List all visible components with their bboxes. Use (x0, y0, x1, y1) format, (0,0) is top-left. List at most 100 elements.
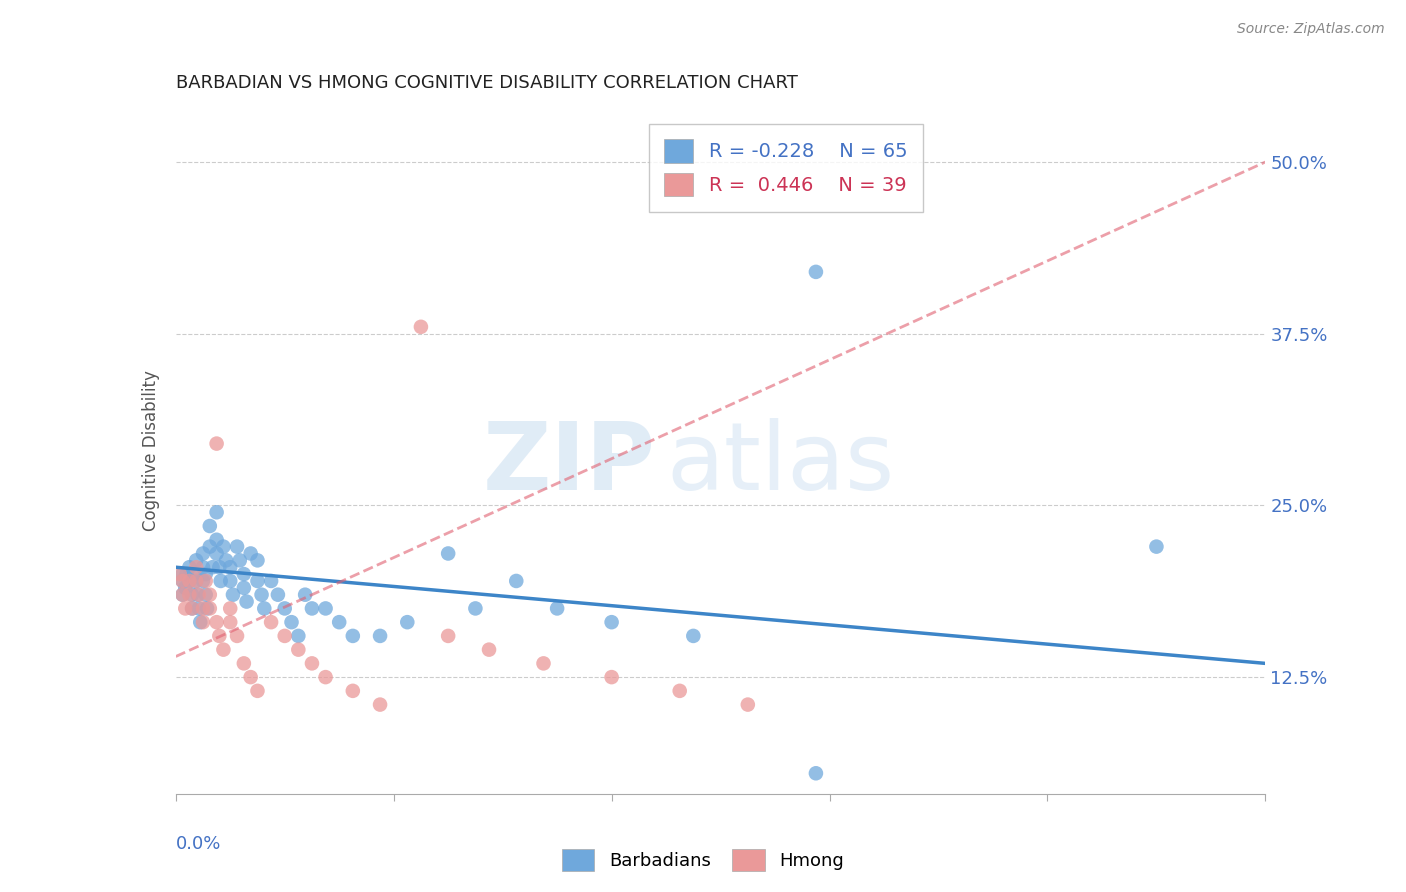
Point (437, 629, 460, 643)
Point (205, 546, 228, 561)
Point (226, 629, 249, 643)
Point (212, 642, 235, 657)
Point (600, 670, 623, 684)
Point (181, 601, 204, 615)
Point (280, 615, 302, 630)
Point (287, 642, 309, 657)
Point (186, 560, 208, 574)
Point (342, 629, 364, 643)
Point (212, 540, 235, 554)
Point (172, 567, 194, 582)
Point (201, 560, 224, 574)
Legend: Barbadians, Hmong: Barbadians, Hmong (555, 842, 851, 879)
Point (186, 574, 208, 588)
Point (219, 615, 242, 630)
Point (301, 601, 323, 615)
Point (464, 601, 486, 615)
Point (194, 588, 217, 602)
Point (226, 540, 249, 554)
Point (181, 601, 204, 615)
Point (232, 567, 254, 582)
Point (179, 574, 201, 588)
Point (205, 436, 228, 450)
Point (194, 567, 217, 582)
Point (179, 560, 201, 574)
Point (194, 574, 217, 588)
Point (600, 615, 623, 630)
Point (183, 567, 205, 582)
Point (737, 698, 759, 712)
Y-axis label: Cognitive Disability: Cognitive Disability (142, 370, 160, 531)
Point (179, 574, 201, 588)
Point (188, 615, 211, 630)
Point (409, 319, 432, 334)
Point (191, 574, 214, 588)
Point (287, 629, 309, 643)
Point (176, 567, 198, 582)
Point (169, 567, 191, 582)
Point (191, 615, 214, 630)
Point (260, 574, 283, 588)
Point (205, 505, 228, 519)
Point (179, 588, 201, 602)
Point (682, 629, 704, 643)
Point (174, 601, 197, 615)
Point (198, 588, 221, 602)
Point (222, 588, 245, 602)
Point (274, 629, 297, 643)
Point (205, 533, 228, 547)
Point (668, 683, 690, 698)
Point (301, 657, 323, 671)
Point (246, 553, 269, 567)
Legend: R = -0.228    N = 65, R =  0.446    N = 39: R = -0.228 N = 65, R = 0.446 N = 39 (648, 124, 924, 212)
Point (246, 574, 269, 588)
Point (198, 519, 221, 533)
Point (172, 588, 194, 602)
Point (191, 601, 214, 615)
Point (533, 657, 555, 671)
Point (1144, 540, 1167, 554)
Point (208, 629, 231, 643)
Point (478, 642, 501, 657)
Point (294, 588, 316, 602)
Text: Source: ZipAtlas.com: Source: ZipAtlas.com (1237, 22, 1385, 37)
Point (187, 588, 209, 602)
Point (172, 588, 194, 602)
Point (172, 574, 194, 588)
Point (181, 588, 204, 602)
Point (804, 265, 827, 279)
Point (250, 588, 273, 602)
Point (191, 560, 214, 574)
Point (546, 601, 568, 615)
Point (267, 588, 290, 602)
Point (260, 615, 283, 630)
Point (186, 588, 209, 602)
Point (229, 553, 252, 567)
Point (368, 698, 391, 712)
Point (246, 683, 269, 698)
Point (505, 574, 527, 588)
Point (315, 601, 337, 615)
Point (804, 766, 827, 780)
Point (205, 615, 228, 630)
Point (239, 546, 262, 561)
Text: atlas: atlas (666, 418, 894, 510)
Point (215, 553, 238, 567)
Point (235, 594, 257, 608)
Point (219, 601, 242, 615)
Point (232, 581, 254, 595)
Point (368, 629, 391, 643)
Point (198, 601, 221, 615)
Point (219, 574, 242, 588)
Point (186, 553, 208, 567)
Point (315, 670, 337, 684)
Point (342, 683, 364, 698)
Point (219, 560, 242, 574)
Point (232, 657, 254, 671)
Point (209, 574, 232, 588)
Point (186, 574, 208, 588)
Point (253, 601, 276, 615)
Point (208, 560, 231, 574)
Point (396, 615, 419, 630)
Point (187, 601, 209, 615)
